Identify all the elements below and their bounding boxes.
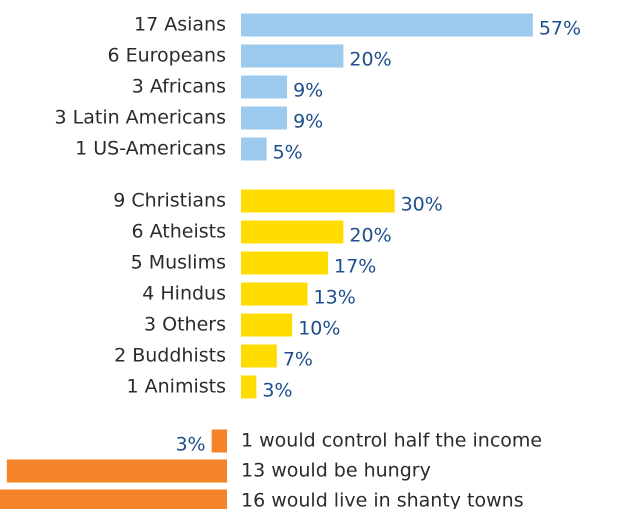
bar-0-4 [241,137,267,161]
category-label: 1 US-Americans [75,138,226,160]
category-label: 13 would be hungry [241,460,431,482]
bar-0-3 [241,106,288,130]
category-label: 3 Others [144,314,226,336]
value-label: 20% [349,49,391,71]
value-label: 10% [298,318,340,340]
category-label: 3 Africans [132,76,226,98]
bar-2-1 [6,459,228,483]
category-label: 16 would live in shanty towns [241,490,524,509]
bar-1-4 [241,313,293,337]
category-label: 17 Asians [134,14,226,36]
value-label: 43% [0,464,1,486]
category-label: 2 Buddhists [114,345,226,367]
value-label: 9% [293,80,323,102]
category-label: 4 Hindus [142,283,226,305]
category-label: 1 would control half the income [241,430,542,452]
bar-1-3 [241,282,308,306]
category-label: 9 Christians [113,190,226,212]
value-label: 13% [314,287,356,309]
bar-0-0 [241,13,533,37]
bar-1-5 [241,344,277,368]
bar-1-0 [241,189,395,213]
bar-2-0 [211,429,227,453]
value-label: 9% [293,111,323,133]
value-label: 7% [283,349,313,371]
bar-1-6 [241,375,257,399]
bar-0-2 [241,75,288,99]
value-label: 3% [175,434,205,456]
value-label: 30% [401,194,443,216]
bar-1-2 [241,251,329,275]
category-label: 3 Latin Americans [55,107,226,129]
bar-2-2 [0,489,228,509]
bar-1-1 [241,220,344,244]
category-label: 5 Muslims [131,252,226,274]
category-label: 1 Animists [127,376,226,398]
value-label: 20% [349,225,391,247]
value-label: 3% [262,380,292,402]
category-label: 6 Europeans [107,45,226,67]
category-label: 6 Atheists [132,221,227,243]
value-label: 17% [334,256,376,278]
value-label: 5% [273,142,303,164]
value-label: 57% [539,18,581,40]
bar-0-1 [241,44,344,68]
